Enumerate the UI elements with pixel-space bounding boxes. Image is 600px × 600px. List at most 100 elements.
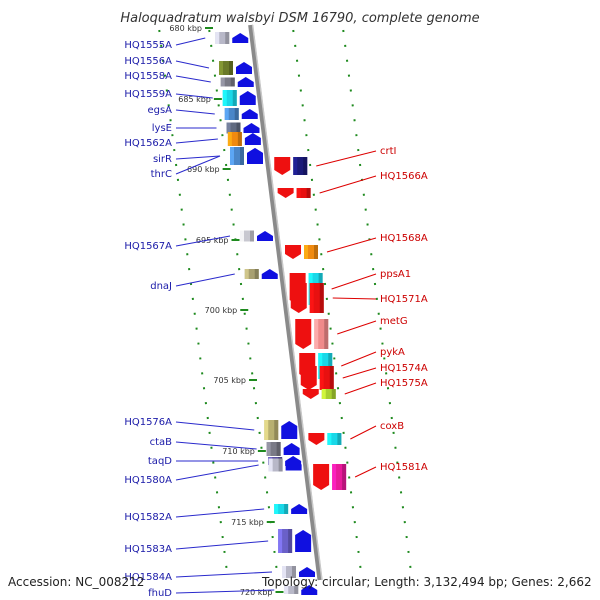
gene-leader-line <box>175 93 213 99</box>
gene-labels[interactable]: HQ1555A HQ1556A HQ1558A HQ1559A egsA lysE HQ15… <box>124 37 428 599</box>
gene-label-left[interactable]: HQ1580A <box>124 475 172 486</box>
gene-arrow <box>302 389 319 399</box>
gene-label-right[interactable]: pykA <box>380 347 405 358</box>
gene-label-right[interactable]: crtI <box>380 146 396 157</box>
gene-leader-line <box>344 382 377 395</box>
gene-label-right[interactable]: ppsA1 <box>380 269 411 280</box>
gene-leader-line <box>326 237 377 253</box>
gene-box <box>266 442 281 456</box>
gene-label-left[interactable]: HQ1582A <box>124 512 172 523</box>
gene-label-left[interactable]: dnaJ <box>150 281 172 292</box>
gene-leader-line <box>319 175 377 194</box>
gene-label-left[interactable]: thrC <box>151 169 172 180</box>
gene-label-left[interactable]: HQ1556A <box>124 56 172 67</box>
gene-label-left[interactable]: HQ1584A <box>124 572 172 583</box>
gene-box <box>219 61 233 75</box>
gene-box <box>230 147 244 165</box>
gene-leader-line <box>342 367 377 379</box>
track-guides <box>158 29 413 576</box>
track-guide <box>208 29 279 576</box>
gene-arrow <box>300 366 317 390</box>
gene-arrow <box>232 33 249 43</box>
gene-label-right[interactable]: HQ1575A <box>380 378 428 389</box>
gene-label-left[interactable]: taqD <box>148 456 172 467</box>
gene-leader-line <box>341 351 377 367</box>
gene-leader-line <box>337 320 377 335</box>
track-guide <box>292 29 363 576</box>
accession-text: Accession: NC_008212 <box>8 575 144 589</box>
gene-arrow <box>261 269 278 279</box>
gene-leader-line <box>175 464 259 481</box>
gene-arrow <box>283 443 300 455</box>
gene-label-left[interactable]: HQ1567A <box>124 241 172 252</box>
gene-arrow <box>285 245 301 259</box>
gene-leader-line <box>175 540 269 550</box>
gene-arrow <box>301 585 318 595</box>
gene-arrow <box>313 464 330 490</box>
gene-leader-line <box>331 273 377 290</box>
gene-label-right[interactable]: HQ1568A <box>380 233 428 244</box>
gene-box <box>304 245 318 259</box>
gene-leader-line <box>175 155 221 175</box>
gene-box <box>274 504 289 514</box>
gene-arrow <box>244 133 261 145</box>
gene-box <box>282 566 296 578</box>
kbp-tick-label: 700 kbp <box>205 306 238 315</box>
gene-box <box>264 420 279 440</box>
kbp-tick-label: 695 kbp <box>196 236 229 245</box>
gene-leader-line <box>332 297 377 300</box>
gene-arrow <box>290 283 307 313</box>
gene-label-left[interactable]: HQ1555A <box>124 40 172 51</box>
gene-leader-line <box>175 571 273 578</box>
gene-box <box>321 389 336 399</box>
gene-leader-line <box>316 150 377 167</box>
gene-leader-line <box>175 75 211 83</box>
gene-label-right[interactable]: HQ1566A <box>380 171 428 182</box>
gene-label-left[interactable]: HQ1558A <box>124 71 172 82</box>
gene-box <box>224 108 239 120</box>
kbp-tick-label: 720 kbp <box>240 588 273 597</box>
gene-label-left[interactable]: HQ1576A <box>124 417 172 428</box>
gene-arrow <box>247 148 263 164</box>
gene-leader-line <box>175 109 215 115</box>
gene-box <box>319 366 334 390</box>
kbp-tick-label: 680 kbp <box>169 24 202 33</box>
gene-label-right[interactable]: HQ1581A <box>380 462 428 473</box>
gene-leader-line <box>354 466 377 478</box>
gene-label-left[interactable]: lysE <box>152 123 172 134</box>
gene-arrow <box>241 109 258 119</box>
gene-arrow <box>308 433 325 445</box>
gene-label-right[interactable]: HQ1574A <box>380 363 428 374</box>
kbp-ticks: 680 kbp 685 kbp 690 kbp 695 kbp 700 kbp 705 k… <box>169 24 284 597</box>
kbp-tick-label: 710 kbp <box>222 447 255 456</box>
gene-arrow <box>281 421 298 439</box>
gene-label-right[interactable]: coxB <box>380 421 404 432</box>
gene-arrow <box>295 530 312 552</box>
gene-label-right[interactable]: metG <box>380 316 408 327</box>
gene-label-left[interactable]: fhuD <box>148 588 172 599</box>
gene-box <box>220 77 235 87</box>
gene-leader-line <box>175 235 231 247</box>
gene-leader-line <box>350 425 377 440</box>
gene-label-left[interactable]: egsA <box>147 105 172 116</box>
track-guide <box>342 29 413 576</box>
gene-label-left[interactable]: ctaB <box>150 437 173 448</box>
gene-label-left[interactable]: sirR <box>153 154 172 165</box>
gene-label-right[interactable]: HQ1571A <box>380 294 428 305</box>
gene-leader-line <box>175 441 257 450</box>
gene-box <box>284 586 299 594</box>
gene-arrow <box>237 77 254 87</box>
gene-label-left[interactable]: HQ1559A <box>124 89 172 100</box>
gene-box <box>215 32 230 44</box>
gene-label-left[interactable]: HQ1562A <box>124 138 172 149</box>
gene-box <box>244 269 259 279</box>
gene-label-left[interactable]: HQ1583A <box>124 544 172 555</box>
gene-leader-line <box>175 60 210 69</box>
gene-box <box>293 157 308 175</box>
gene-box <box>240 230 254 242</box>
gene-arrow <box>236 62 252 74</box>
gene-box <box>268 458 283 472</box>
kbp-tick-label: 685 kbp <box>178 95 211 104</box>
genome-summary-text: Topology: circular; Length: 3,132,494 bp… <box>261 575 592 589</box>
